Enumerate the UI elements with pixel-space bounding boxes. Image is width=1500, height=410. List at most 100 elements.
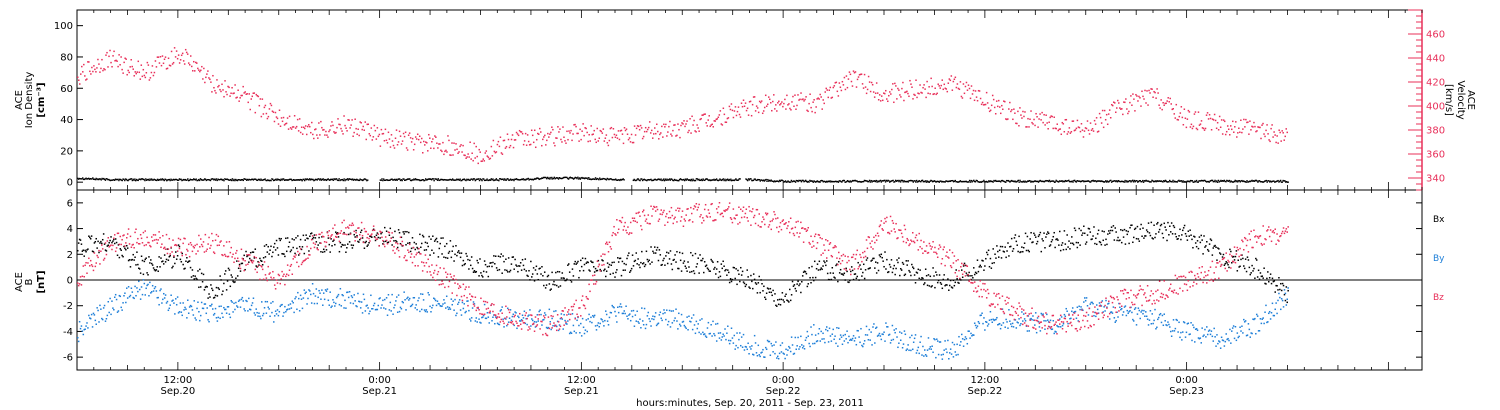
bx-point xyxy=(100,240,102,243)
by-point xyxy=(333,301,335,304)
velocity-point xyxy=(210,81,212,83)
bx-point xyxy=(196,278,198,281)
density-point xyxy=(984,181,986,183)
bx-point xyxy=(980,266,982,268)
velocity-point xyxy=(440,149,442,152)
bx-point xyxy=(521,258,524,261)
density-point xyxy=(333,178,335,180)
bx-point xyxy=(749,287,751,289)
by-point xyxy=(586,330,589,333)
by-point xyxy=(200,301,203,304)
density-point xyxy=(849,180,851,182)
density-point xyxy=(925,180,927,182)
velocity-point xyxy=(960,95,963,98)
by-point xyxy=(420,308,423,311)
by-point xyxy=(261,301,263,303)
density-point xyxy=(253,178,255,180)
by-point xyxy=(583,332,586,335)
bx-point xyxy=(790,294,793,296)
velocity-point xyxy=(636,125,639,127)
by-point xyxy=(446,306,449,308)
velocity-point xyxy=(82,71,84,73)
bx-point xyxy=(365,240,368,243)
bx-point xyxy=(187,260,190,263)
density-point xyxy=(578,177,581,179)
bx-point xyxy=(1094,242,1096,245)
velocity-point xyxy=(669,120,671,123)
velocity-point xyxy=(535,138,538,141)
by-point xyxy=(526,323,528,326)
velocity-point xyxy=(1104,118,1107,121)
velocity-point xyxy=(1109,116,1112,119)
by-point xyxy=(531,319,534,322)
velocity-point xyxy=(560,138,562,141)
bx-point xyxy=(493,255,495,257)
velocity-point xyxy=(584,127,586,129)
by-point xyxy=(311,283,314,285)
by-point xyxy=(310,302,313,304)
velocity-point xyxy=(889,91,891,93)
bx-point xyxy=(1120,241,1123,244)
density-point xyxy=(646,179,648,182)
bx-point xyxy=(661,263,663,266)
velocity-point xyxy=(771,109,773,112)
density-point xyxy=(807,180,809,183)
velocity-point xyxy=(446,151,448,153)
density-point xyxy=(388,179,391,181)
bx-point xyxy=(1103,230,1105,233)
bx-point xyxy=(977,270,980,273)
velocity-point xyxy=(525,144,528,146)
density-point xyxy=(1048,179,1051,182)
velocity-point xyxy=(1011,109,1013,111)
bx-point xyxy=(1280,289,1283,292)
by-point xyxy=(456,312,458,315)
by-point xyxy=(100,308,102,310)
density-point xyxy=(590,178,593,181)
velocity-point xyxy=(1218,115,1221,118)
density-point xyxy=(941,181,943,183)
by-point xyxy=(667,320,670,323)
bx-point xyxy=(1045,236,1047,238)
density-point xyxy=(441,178,444,181)
density-point xyxy=(293,178,295,181)
velocity-point xyxy=(1182,123,1185,126)
bx-point xyxy=(1233,259,1236,261)
density-point xyxy=(725,179,727,182)
velocity-point xyxy=(1140,105,1142,107)
bx-point xyxy=(1042,240,1044,242)
bx-point xyxy=(207,297,209,299)
by-point xyxy=(347,291,349,293)
by-point xyxy=(682,320,685,323)
density-point xyxy=(330,178,333,181)
density-point xyxy=(254,178,256,180)
density-point xyxy=(461,179,463,182)
bx-point xyxy=(935,271,937,273)
density-point xyxy=(979,181,982,183)
velocity-point xyxy=(354,118,356,120)
bx-point xyxy=(335,232,338,235)
velocity-point xyxy=(731,109,734,112)
by-point xyxy=(157,296,159,299)
density-point xyxy=(720,179,722,181)
velocity-point xyxy=(1084,127,1087,129)
velocity-point xyxy=(1066,133,1069,135)
density-point xyxy=(667,179,669,181)
density-point xyxy=(634,179,636,182)
bx-point xyxy=(911,263,913,266)
by-point xyxy=(299,294,302,297)
density-point xyxy=(500,178,503,181)
density-point xyxy=(1140,181,1142,183)
density-point xyxy=(781,179,783,182)
by-point xyxy=(431,307,433,309)
density-point xyxy=(800,180,803,183)
density-point xyxy=(638,179,640,181)
density-point xyxy=(326,178,329,181)
density-point xyxy=(968,181,970,183)
density-point xyxy=(323,179,325,181)
density-point xyxy=(1101,180,1104,183)
bx-point xyxy=(1072,243,1075,246)
bx-point xyxy=(669,250,672,252)
velocity-point xyxy=(1157,92,1159,94)
bx-point xyxy=(881,256,883,259)
by-point xyxy=(79,327,82,330)
